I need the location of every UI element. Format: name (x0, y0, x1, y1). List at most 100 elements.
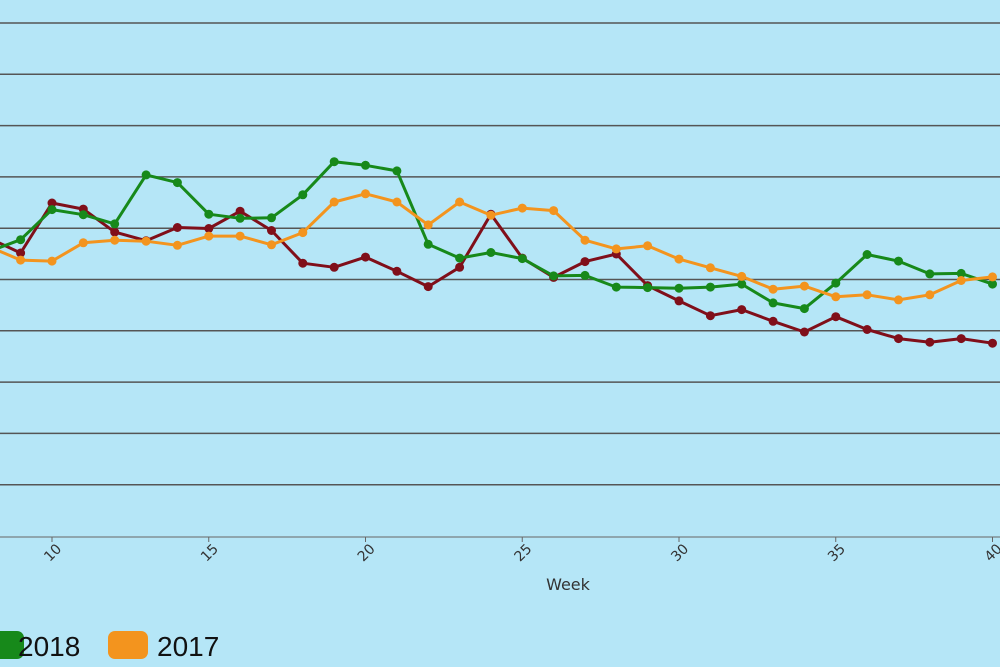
data-point[interactable] (235, 206, 245, 216)
data-point[interactable] (141, 236, 151, 246)
data-point[interactable] (862, 290, 872, 300)
data-point[interactable] (110, 219, 120, 229)
legend-item[interactable]: 2017 (108, 631, 219, 662)
data-point[interactable] (705, 311, 715, 321)
data-point[interactable] (329, 157, 339, 167)
data-point[interactable] (862, 250, 872, 259)
data-point[interactable] (392, 166, 402, 176)
series-lines (0, 157, 997, 348)
data-point[interactable] (486, 248, 496, 257)
data-point[interactable] (580, 235, 590, 245)
data-point[interactable] (172, 223, 182, 232)
data-point[interactable] (643, 241, 653, 251)
data-point[interactable] (423, 220, 433, 230)
data-point[interactable] (925, 337, 935, 347)
data-point[interactable] (329, 197, 339, 207)
series (0, 189, 997, 305)
data-point[interactable] (47, 198, 57, 208)
data-point[interactable] (47, 256, 57, 266)
data-point[interactable] (768, 316, 778, 326)
data-point[interactable] (329, 262, 339, 272)
data-point[interactable] (956, 334, 966, 344)
data-point[interactable] (298, 190, 308, 200)
data-point[interactable] (674, 254, 684, 264)
data-point[interactable] (674, 296, 684, 306)
legend-swatch (0, 631, 24, 659)
data-point[interactable] (235, 231, 245, 241)
data-point[interactable] (298, 228, 308, 238)
data-point[interactable] (988, 338, 997, 348)
data-point[interactable] (517, 203, 527, 213)
data-point[interactable] (423, 239, 433, 249)
data-point[interactable] (799, 304, 809, 314)
data-point[interactable] (799, 327, 809, 337)
data-point[interactable] (831, 312, 841, 322)
data-point[interactable] (204, 224, 214, 233)
data-point[interactable] (141, 170, 151, 180)
data-point[interactable] (455, 262, 465, 272)
data-point[interactable] (549, 206, 559, 216)
data-point[interactable] (486, 210, 496, 220)
data-point[interactable] (267, 240, 276, 250)
data-point[interactable] (267, 226, 276, 235)
data-point[interactable] (392, 266, 402, 276)
legend-item[interactable]: 2018 (0, 631, 80, 662)
legend-swatch (108, 631, 148, 659)
data-point[interactable] (737, 279, 747, 289)
data-point[interactable] (580, 270, 590, 280)
data-point[interactable] (894, 295, 903, 305)
data-point[interactable] (643, 283, 653, 293)
data-point[interactable] (611, 282, 621, 292)
data-point[interactable] (423, 282, 433, 292)
data-point[interactable] (674, 283, 684, 293)
data-point[interactable] (204, 209, 214, 219)
data-point[interactable] (110, 227, 120, 237)
data-point[interactable] (768, 298, 778, 308)
data-point[interactable] (737, 271, 747, 281)
data-point[interactable] (768, 284, 778, 294)
data-point[interactable] (988, 279, 997, 289)
data-point[interactable] (862, 325, 872, 334)
legend: 2018 2017 (0, 631, 219, 662)
data-point[interactable] (235, 213, 245, 223)
data-point[interactable] (455, 197, 465, 207)
data-point[interactable] (956, 276, 966, 285)
data-point[interactable] (47, 205, 57, 215)
data-point[interactable] (894, 256, 903, 266)
data-point[interactable] (705, 263, 715, 273)
data-point[interactable] (455, 253, 465, 263)
data-point[interactable] (925, 290, 935, 300)
data-point[interactable] (799, 281, 809, 291)
data-point[interactable] (611, 244, 621, 254)
data-point[interactable] (705, 282, 715, 292)
data-point[interactable] (831, 292, 841, 302)
data-point[interactable] (78, 238, 88, 248)
data-point[interactable] (988, 272, 997, 282)
data-point[interactable] (361, 160, 370, 170)
data-point[interactable] (16, 235, 26, 245)
data-point[interactable] (172, 240, 182, 250)
data-point[interactable] (267, 213, 276, 223)
data-point[interactable] (172, 178, 182, 188)
x-axis-title: Week (546, 575, 591, 594)
data-point[interactable] (549, 271, 559, 281)
data-point[interactable] (392, 197, 402, 207)
data-point[interactable] (16, 248, 26, 258)
data-point[interactable] (737, 305, 747, 315)
data-point[interactable] (925, 269, 935, 279)
data-point[interactable] (298, 258, 308, 268)
data-point[interactable] (956, 268, 966, 278)
data-point[interactable] (580, 257, 590, 267)
data-point[interactable] (78, 210, 88, 220)
data-point[interactable] (361, 189, 370, 199)
data-point[interactable] (204, 231, 214, 241)
data-point[interactable] (831, 278, 841, 288)
data-point[interactable] (517, 254, 527, 264)
data-point[interactable] (361, 252, 370, 262)
data-point[interactable] (110, 235, 120, 245)
data-point[interactable] (894, 334, 903, 344)
data-point[interactable] (16, 255, 26, 265)
